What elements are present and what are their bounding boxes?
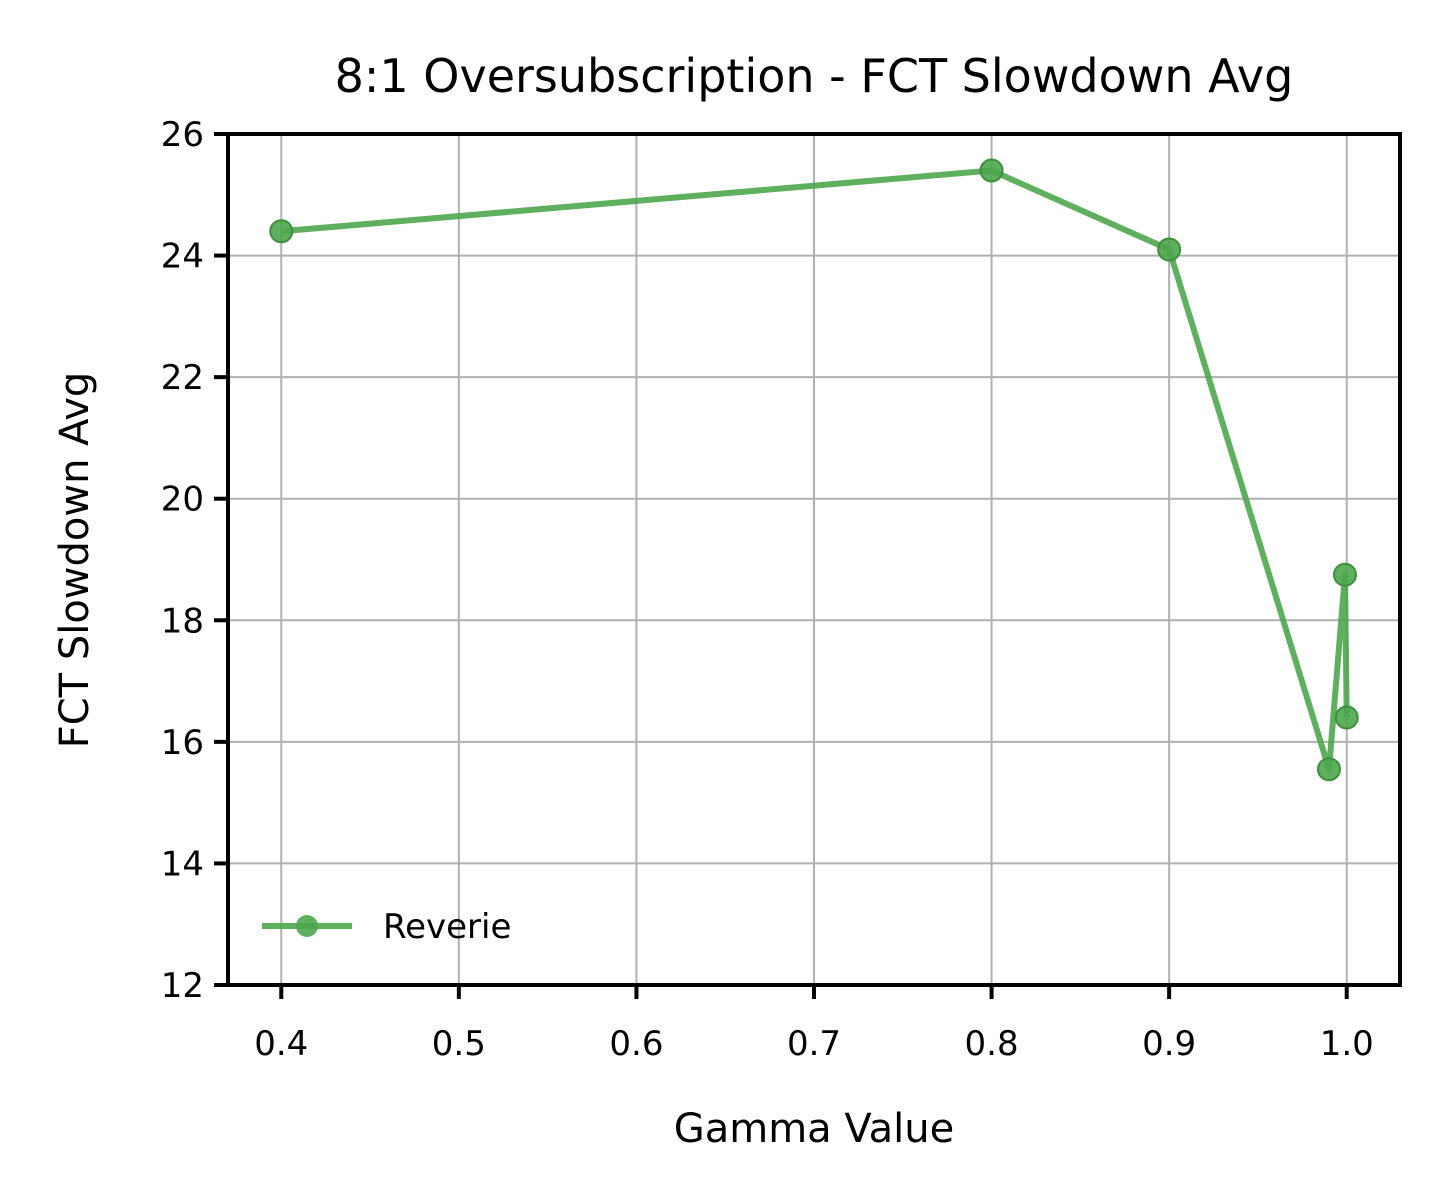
y-tick-label: 18 (161, 601, 204, 641)
x-tick-label: 0.8 (965, 1024, 1019, 1064)
grid (228, 133, 1400, 986)
data-point (1334, 705, 1359, 730)
y-tick-label: 16 (161, 723, 204, 763)
x-tick-label: 0.9 (1142, 1024, 1196, 1064)
y-tick-label: 20 (161, 480, 204, 520)
y-tick-label: 12 (161, 966, 204, 1006)
legend: Reverie (262, 907, 511, 947)
series-line-reverie (281, 167, 1350, 773)
legend-marker (296, 915, 318, 937)
x-axis-ticks: 0.4 0.5 0.6 0.7 0.8 0.9 1.0 (254, 985, 1374, 1064)
y-axis-ticks: 12 14 16 18 20 22 24 26 (161, 115, 228, 1006)
x-axis-label: Gamma Value (674, 1106, 955, 1152)
y-tick-label: 14 (161, 844, 204, 884)
x-tick-label: 0.4 (254, 1024, 308, 1064)
series-layer (269, 158, 1359, 782)
data-point (979, 158, 1004, 183)
data-point (1332, 562, 1357, 587)
y-tick-label: 24 (161, 237, 204, 277)
chart-title: 8:1 Oversubscription - FCT Slowdown Avg (335, 49, 1294, 103)
data-point (1316, 757, 1341, 782)
data-point (1157, 237, 1182, 262)
y-axis-label: FCT Slowdown Avg (52, 372, 98, 749)
y-tick-label: 22 (161, 358, 204, 398)
data-point (269, 219, 294, 244)
x-tick-label: 0.5 (432, 1024, 486, 1064)
x-tick-label: 0.6 (609, 1024, 663, 1064)
x-tick-label: 0.7 (787, 1024, 841, 1064)
x-tick-label: 1.0 (1320, 1024, 1374, 1064)
y-tick-label: 26 (161, 115, 204, 155)
legend-label-reverie: Reverie (383, 907, 511, 947)
